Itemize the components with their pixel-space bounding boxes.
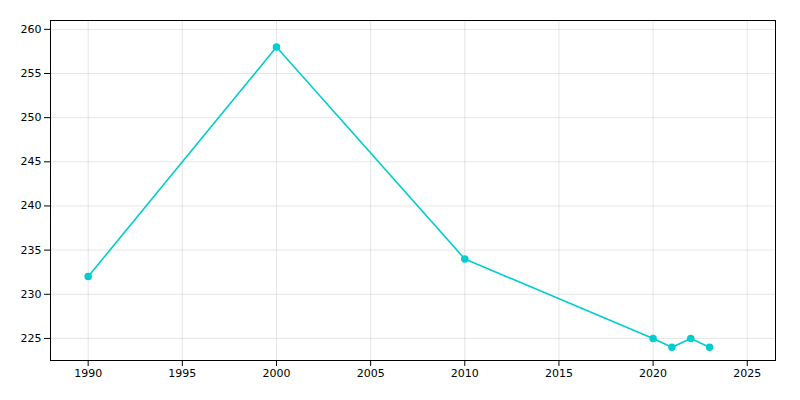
svg-text:250: 250: [21, 111, 42, 124]
svg-text:255: 255: [21, 67, 42, 80]
svg-text:2000: 2000: [262, 367, 290, 380]
svg-text:2020: 2020: [639, 367, 667, 380]
svg-text:2015: 2015: [545, 367, 573, 380]
svg-text:2010: 2010: [451, 367, 479, 380]
svg-text:240: 240: [21, 199, 42, 212]
svg-text:1990: 1990: [74, 367, 102, 380]
svg-text:225: 225: [21, 332, 42, 345]
svg-text:235: 235: [21, 244, 42, 257]
svg-text:260: 260: [21, 23, 42, 36]
svg-text:1995: 1995: [168, 367, 196, 380]
svg-text:230: 230: [21, 288, 42, 301]
svg-text:245: 245: [21, 155, 42, 168]
svg-text:2005: 2005: [357, 367, 385, 380]
svg-text:2025: 2025: [733, 367, 761, 380]
